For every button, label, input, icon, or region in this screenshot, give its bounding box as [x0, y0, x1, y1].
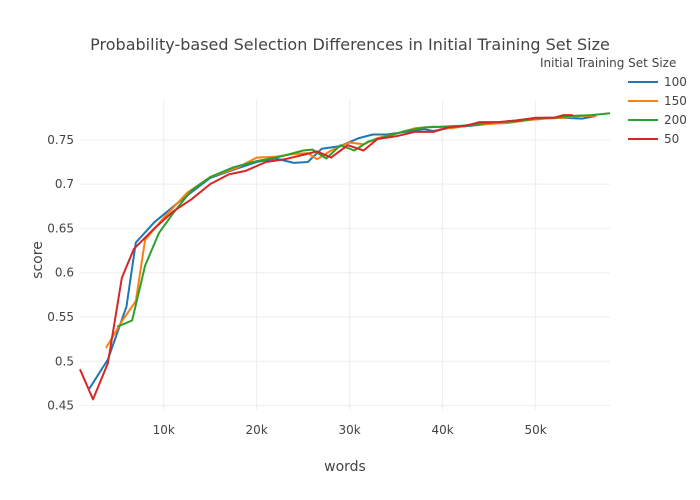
series-line-150: [105, 114, 597, 349]
series-layer: [79, 112, 611, 401]
x-tick-label: 40k: [432, 423, 454, 437]
chart-title: Probability-based Selection Differences …: [90, 35, 610, 54]
series-line-100: [88, 114, 597, 390]
legend-label-50: 50: [664, 132, 679, 146]
y-tick-label: 0.55: [47, 310, 74, 324]
legend-label-100: 100: [664, 75, 687, 89]
y-tick-label: 0.5: [55, 354, 74, 368]
series-line-50: [79, 114, 573, 401]
y-tick-label: 0.65: [47, 221, 74, 235]
legend-label-150: 150: [664, 94, 687, 108]
x-axis-ticks: 10k 20k 30k 40k 50k: [153, 423, 547, 437]
grid: [80, 100, 610, 410]
legend: Initial Training Set Size 100 150 200 50: [540, 56, 687, 146]
y-tick-label: 0.7: [55, 177, 74, 191]
y-tick-label: 0.75: [47, 133, 74, 147]
legend-title: Initial Training Set Size: [540, 56, 676, 70]
y-tick-label: 0.6: [55, 266, 74, 280]
legend-label-200: 200: [664, 113, 687, 127]
x-tick-label: 30k: [339, 423, 361, 437]
x-axis-title: words: [324, 459, 366, 475]
y-axis-ticks: 0.45 0.5 0.55 0.6 0.65 0.7 0.75: [47, 133, 74, 413]
x-tick-label: 10k: [153, 423, 175, 437]
x-tick-label: 20k: [246, 423, 268, 437]
y-axis-title: score: [30, 241, 46, 279]
x-tick-label: 50k: [525, 423, 547, 437]
y-tick-label: 0.45: [47, 399, 74, 413]
